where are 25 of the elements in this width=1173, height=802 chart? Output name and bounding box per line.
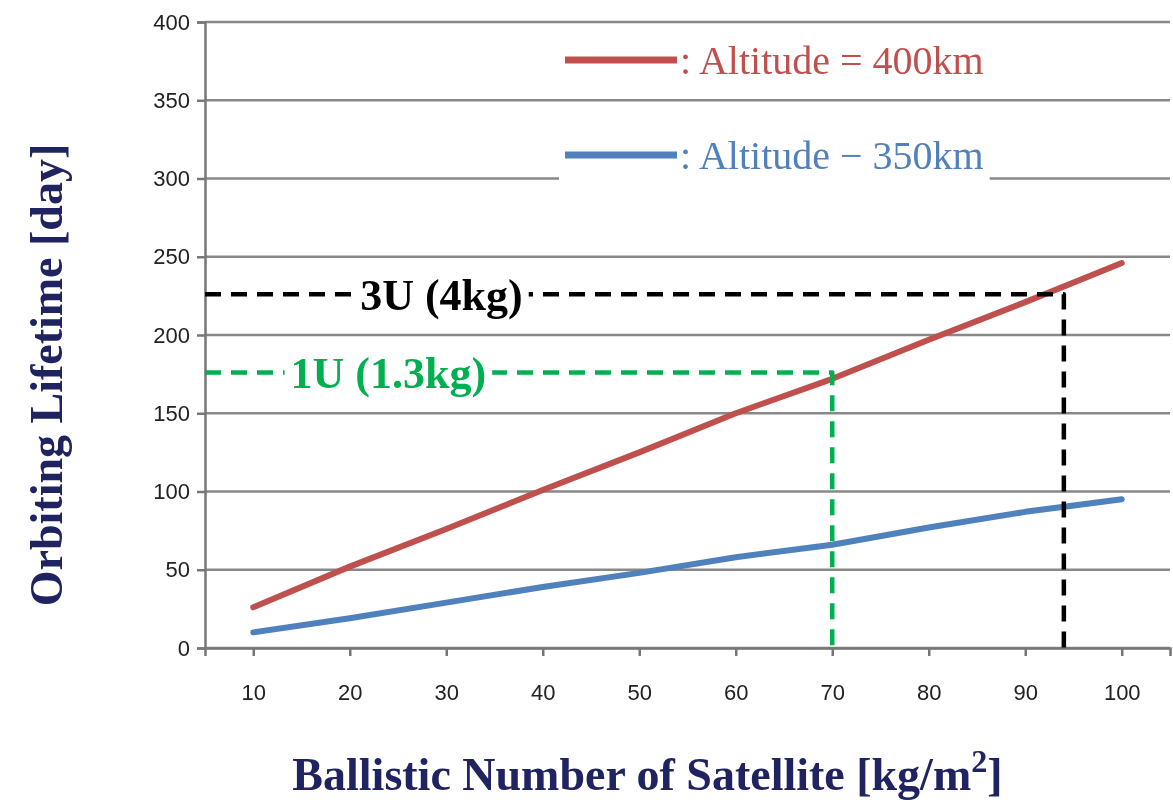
- y-tick-label: 100: [153, 479, 190, 505]
- x-tick-label: 40: [531, 679, 556, 705]
- x-axis-title: Ballistic Number of Satellite [kg/m$^{2}$]: [292, 743, 1003, 800]
- y-tick-label: 50: [165, 557, 190, 583]
- x-tick-label: 50: [627, 679, 652, 705]
- y-tick-label: 250: [153, 244, 190, 270]
- y-tick-label: 350: [153, 87, 190, 113]
- annotation: 3U (4kg): [360, 270, 523, 320]
- x-tick-label: 10: [241, 679, 266, 705]
- legend-label: : Altitude = 400km: [680, 38, 984, 83]
- y-tick-label: 300: [153, 166, 190, 192]
- y-tick-label: 0: [177, 635, 190, 661]
- x-tick-label: 70: [820, 679, 845, 705]
- x-tick-label: 100: [1103, 679, 1141, 705]
- x-tick-label: 30: [434, 679, 459, 705]
- y-tick-label: 150: [153, 400, 190, 426]
- x-tick-label: 80: [917, 679, 942, 705]
- y-tick-label: 200: [153, 322, 190, 348]
- x-tick-label: 20: [338, 679, 363, 705]
- x-tick-label: 60: [724, 679, 749, 705]
- legend-label: : Altitude − 350km: [680, 133, 984, 178]
- annotation: 1U (1.3kg): [290, 348, 487, 398]
- y-axis-title: Orbiting Lifetime [day]: [21, 143, 72, 607]
- y-tick-label: 400: [153, 9, 190, 35]
- x-tick-label: 90: [1013, 679, 1038, 705]
